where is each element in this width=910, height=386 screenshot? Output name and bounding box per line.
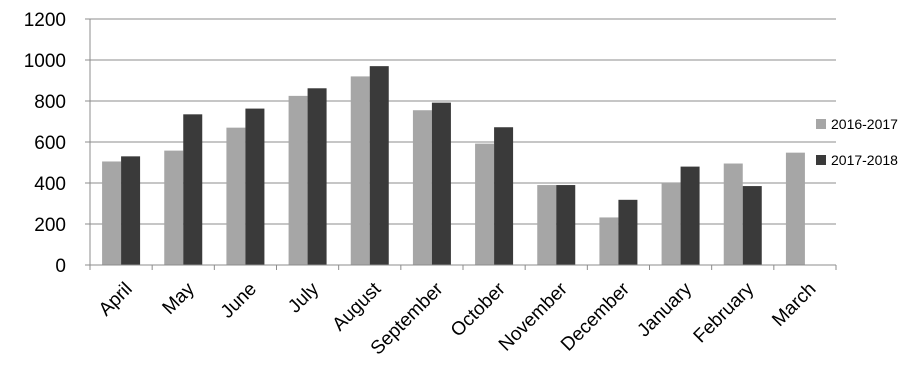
bar-2016-2017-May	[164, 150, 184, 265]
y-tick-label: 600	[34, 133, 66, 154]
x-tick-label: July	[284, 278, 323, 317]
legend-label: 2016-2017	[831, 116, 898, 132]
x-tick-label: June	[217, 279, 261, 323]
x-tick-label: March	[768, 279, 820, 331]
bar-2016-2017-September	[412, 110, 432, 265]
bar-2016-2017-March	[785, 152, 805, 265]
x-tick-label: April	[95, 279, 137, 321]
x-tick-label: May	[159, 278, 200, 319]
bar-2017-2018-September	[431, 102, 451, 265]
axes	[85, 18, 837, 270]
legend-label: 2017-2018	[831, 152, 898, 168]
x-tick-label: August	[329, 278, 386, 335]
gridlines	[90, 18, 836, 225]
y-tick-label: 800	[34, 92, 66, 113]
y-tick-label: 0	[55, 256, 66, 277]
bar-2017-2018-April	[121, 156, 141, 265]
bar-2017-2018-January	[680, 166, 700, 265]
bar-2017-2018-February	[742, 186, 762, 265]
y-tick-label: 1200	[24, 10, 66, 31]
bar-2017-2018-October	[494, 127, 514, 266]
x-tick-label: October	[447, 278, 510, 341]
y-tick-label: 400	[34, 174, 66, 195]
bar-2016-2017-July	[288, 95, 308, 265]
bar-2017-2018-July	[307, 88, 327, 265]
legend: 2016-2017 2017-2018	[816, 116, 898, 168]
bar-2016-2017-November	[537, 185, 557, 265]
bar-2017-2018-August	[369, 66, 389, 266]
bar-2017-2018-November	[556, 185, 576, 265]
bar-2016-2017-April	[102, 161, 122, 265]
x-tick-label: December	[557, 278, 634, 355]
bar-2017-2018-May	[183, 114, 203, 265]
x-tick-label: February	[690, 278, 759, 347]
x-tick-label: January	[633, 278, 696, 341]
y-tick-label: 1000	[24, 51, 66, 72]
y-tick-labels: 0 200 400 600 800 1000 1200	[24, 10, 66, 277]
bar-2016-2017-December	[599, 217, 619, 265]
legend-swatch	[816, 155, 826, 165]
bar-2016-2017-August	[350, 76, 370, 266]
bar-2016-2017-June	[226, 127, 246, 266]
bar-2017-2018-December	[618, 199, 638, 265]
bar-2016-2017-January	[661, 182, 681, 265]
bar-2016-2017-February	[723, 163, 743, 265]
y-tick-label: 200	[34, 215, 66, 236]
bar-2017-2018-June	[245, 108, 265, 266]
legend-swatch	[816, 119, 826, 129]
bar-2016-2017-October	[475, 143, 495, 265]
bars	[102, 66, 805, 266]
